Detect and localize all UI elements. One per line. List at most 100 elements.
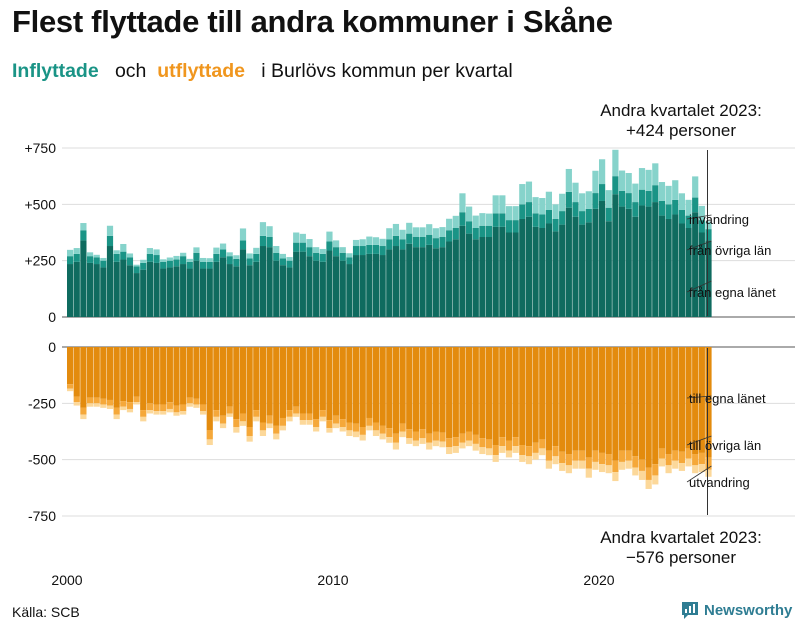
bar-out-utvandring: [299, 420, 306, 425]
annotation-in-line1: Andra kvartalet 2023:: [600, 101, 762, 120]
bar-out-utvandring: [186, 403, 193, 407]
bar-out-egna-lanet: [698, 347, 705, 453]
bar-out-ovriga-lan: [126, 402, 134, 409]
bar-in-ovriga-lan: [352, 246, 360, 256]
bar-out-utvandring: [160, 411, 167, 415]
bar-out-egna-lanet: [319, 347, 326, 411]
bar-out-ovriga-lan: [173, 405, 180, 413]
bar-in-invandring: [366, 236, 373, 245]
bar-out-ovriga-lan: [439, 432, 446, 442]
bar-out-utvandring: [333, 423, 340, 429]
x-tick-label: 2020: [583, 572, 614, 588]
bar-in-ovriga-lan: [406, 233, 413, 244]
bar-in-egna-lanet: [499, 226, 506, 317]
bar-out-utvandring: [572, 460, 579, 469]
bar-in-egna-lanet: [625, 208, 632, 317]
bar-out-ovriga-lan: [632, 456, 639, 468]
bar-out-egna-lanet: [313, 347, 320, 420]
bar-out-egna-lanet: [253, 347, 260, 411]
chart-title: Flest flyttade till andra kommuner i Skå…: [12, 4, 613, 39]
y-tick-in: 0: [48, 309, 56, 325]
bar-in-egna-lanet: [346, 264, 353, 317]
brand-name: Newsworthy: [704, 601, 793, 619]
bar-out-egna-lanet: [579, 347, 586, 451]
bar-out-egna-lanet: [652, 347, 659, 465]
bar-in-ovriga-lan: [133, 266, 140, 274]
bar-out-ovriga-lan: [412, 431, 419, 441]
bar-in-ovriga-lan: [392, 235, 400, 247]
bar-in-ovriga-lan: [226, 256, 233, 265]
bar-out-egna-lanet: [519, 347, 526, 446]
bar-in-egna-lanet: [446, 241, 453, 317]
bar-in-ovriga-lan: [645, 190, 652, 207]
bar-out-egna-lanet: [605, 347, 612, 455]
bar-out-ovriga-lan: [512, 437, 519, 447]
bar-in-ovriga-lan: [193, 252, 200, 261]
bar-in-ovriga-lan: [625, 193, 632, 209]
bar-in-ovriga-lan: [512, 220, 519, 233]
bar-out-ovriga-lan: [359, 426, 366, 435]
bar-out-utvandring: [612, 472, 619, 482]
bar-in-egna-lanet: [559, 224, 566, 317]
bar-in-egna-lanet: [479, 237, 486, 317]
bar-in-invandring: [472, 215, 479, 228]
bar-in-invandring: [499, 195, 506, 214]
bar-out-egna-lanet: [658, 347, 666, 449]
bar-in-ovriga-lan: [346, 257, 353, 265]
bar-out-egna-lanet: [585, 347, 592, 458]
bar-out-utvandring: [180, 411, 187, 415]
bar-out-egna-lanet: [153, 347, 160, 405]
bar-out-utvandring: [366, 425, 373, 431]
bar-out-ovriga-lan: [446, 438, 453, 448]
bar-out-egna-lanet: [392, 347, 400, 434]
bar-out-ovriga-lan: [505, 440, 513, 451]
outflow-bars: [67, 347, 712, 489]
bar-out-egna-lanet: [133, 347, 140, 397]
x-tick-label: 2000: [51, 572, 82, 588]
bar-in-ovriga-lan: [126, 257, 134, 266]
bar-out-ovriga-lan: [605, 454, 612, 466]
bar-in-invandring: [293, 232, 300, 243]
bar-in-ovriga-lan: [632, 202, 639, 217]
bar-out-ovriga-lan: [559, 451, 566, 464]
bar-in-egna-lanet: [146, 261, 153, 317]
bar-out-utvandring: [599, 464, 606, 473]
annotation-in-line2: +424 personer: [626, 121, 736, 140]
bar-in-egna-lanet: [452, 239, 459, 317]
bar-in-invandring: [539, 198, 546, 215]
bar-out-egna-lanet: [618, 347, 626, 451]
bar-in-ovriga-lan: [333, 247, 340, 257]
bar-in-ovriga-lan: [459, 212, 466, 226]
bar-out-egna-lanet: [432, 347, 439, 432]
bar-in-egna-lanet: [585, 222, 592, 317]
bar-out-ovriga-lan: [645, 467, 652, 480]
bar-in-egna-lanet: [299, 251, 306, 317]
bar-out-egna-lanet: [293, 347, 300, 407]
bar-out-egna-lanet: [346, 347, 353, 423]
series-labels: Andra kvartalet 2023:+424 personerAndra …: [600, 101, 776, 567]
bar-out-ovriga-lan: [638, 459, 646, 471]
bar-out-egna-lanet: [246, 347, 253, 427]
bar-in-ovriga-lan: [446, 230, 453, 242]
bar-in-ovriga-lan: [618, 190, 626, 207]
bar-in-invandring: [579, 193, 586, 212]
bar-in-egna-lanet: [492, 226, 499, 317]
bar-in-ovriga-lan: [299, 242, 306, 252]
y-tick-out: -500: [28, 452, 56, 468]
bar-out-utvandring: [559, 463, 566, 471]
bar-in-ovriga-lan: [545, 209, 552, 224]
bar-in-invandring: [426, 224, 433, 235]
bar-in-egna-lanet: [612, 194, 619, 317]
bar-in-egna-lanet: [80, 240, 87, 317]
bar-out-utvandring: [153, 411, 160, 415]
bar-in-egna-lanet: [392, 246, 400, 317]
bar-in-egna-lanet: [133, 273, 140, 317]
bar-out-ovriga-lan: [625, 450, 632, 461]
bar-in-ovriga-lan: [266, 237, 273, 248]
series-label-out: till övriga län: [689, 438, 761, 453]
bar-in-egna-lanet: [226, 264, 233, 317]
bar-in-ovriga-lan: [612, 176, 619, 195]
bar-out-egna-lanet: [638, 347, 646, 460]
bar-out-ovriga-lan: [180, 404, 187, 412]
bar-in-ovriga-lan: [372, 244, 380, 254]
